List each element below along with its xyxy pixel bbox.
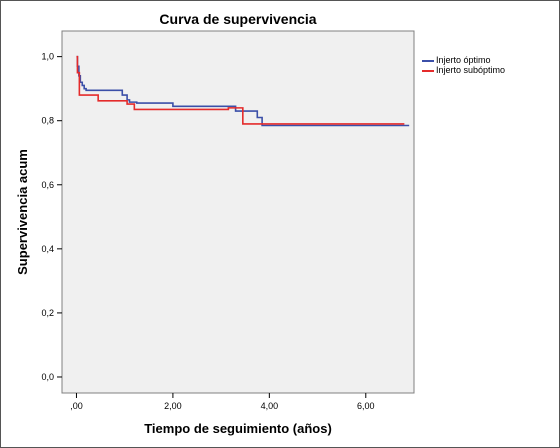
y-tick-label: 1,0 — [41, 52, 54, 62]
plot-area — [61, 30, 415, 394]
y-tick-label: 0,2 — [41, 308, 54, 318]
series-line-injerto-suboptimo — [76, 55, 405, 125]
series-lines — [76, 55, 410, 127]
y-tick-label: 0,6 — [41, 180, 54, 190]
chart-title: Curva de supervivencia — [159, 11, 316, 27]
x-tick-label: 2,00 — [164, 401, 182, 411]
legend-label-injerto-suboptimo: Injerto subóptimo — [436, 65, 505, 75]
y-tick-label: 0,4 — [41, 244, 54, 254]
legend-label-injerto-optimo: Injerto óptimo — [436, 55, 491, 65]
x-tick-label: 6,00 — [357, 401, 375, 411]
y-axis-label: Supervivencia acum — [15, 149, 30, 275]
legend: Injerto óptimo Injerto subóptimo — [422, 55, 505, 75]
x-axis-label: Tiempo de seguimiento (años) — [144, 421, 332, 436]
x-tick-label: ,00 — [70, 401, 83, 411]
y-tick-label: 0,0 — [41, 372, 54, 382]
axis-ticks: ,00 2,00 4,00 6,00 0,0 0,2 0,4 0,6 0,8 1,0 — [41, 52, 374, 411]
y-tick-label: 0,8 — [41, 116, 54, 126]
x-tick-label: 4,00 — [261, 401, 279, 411]
